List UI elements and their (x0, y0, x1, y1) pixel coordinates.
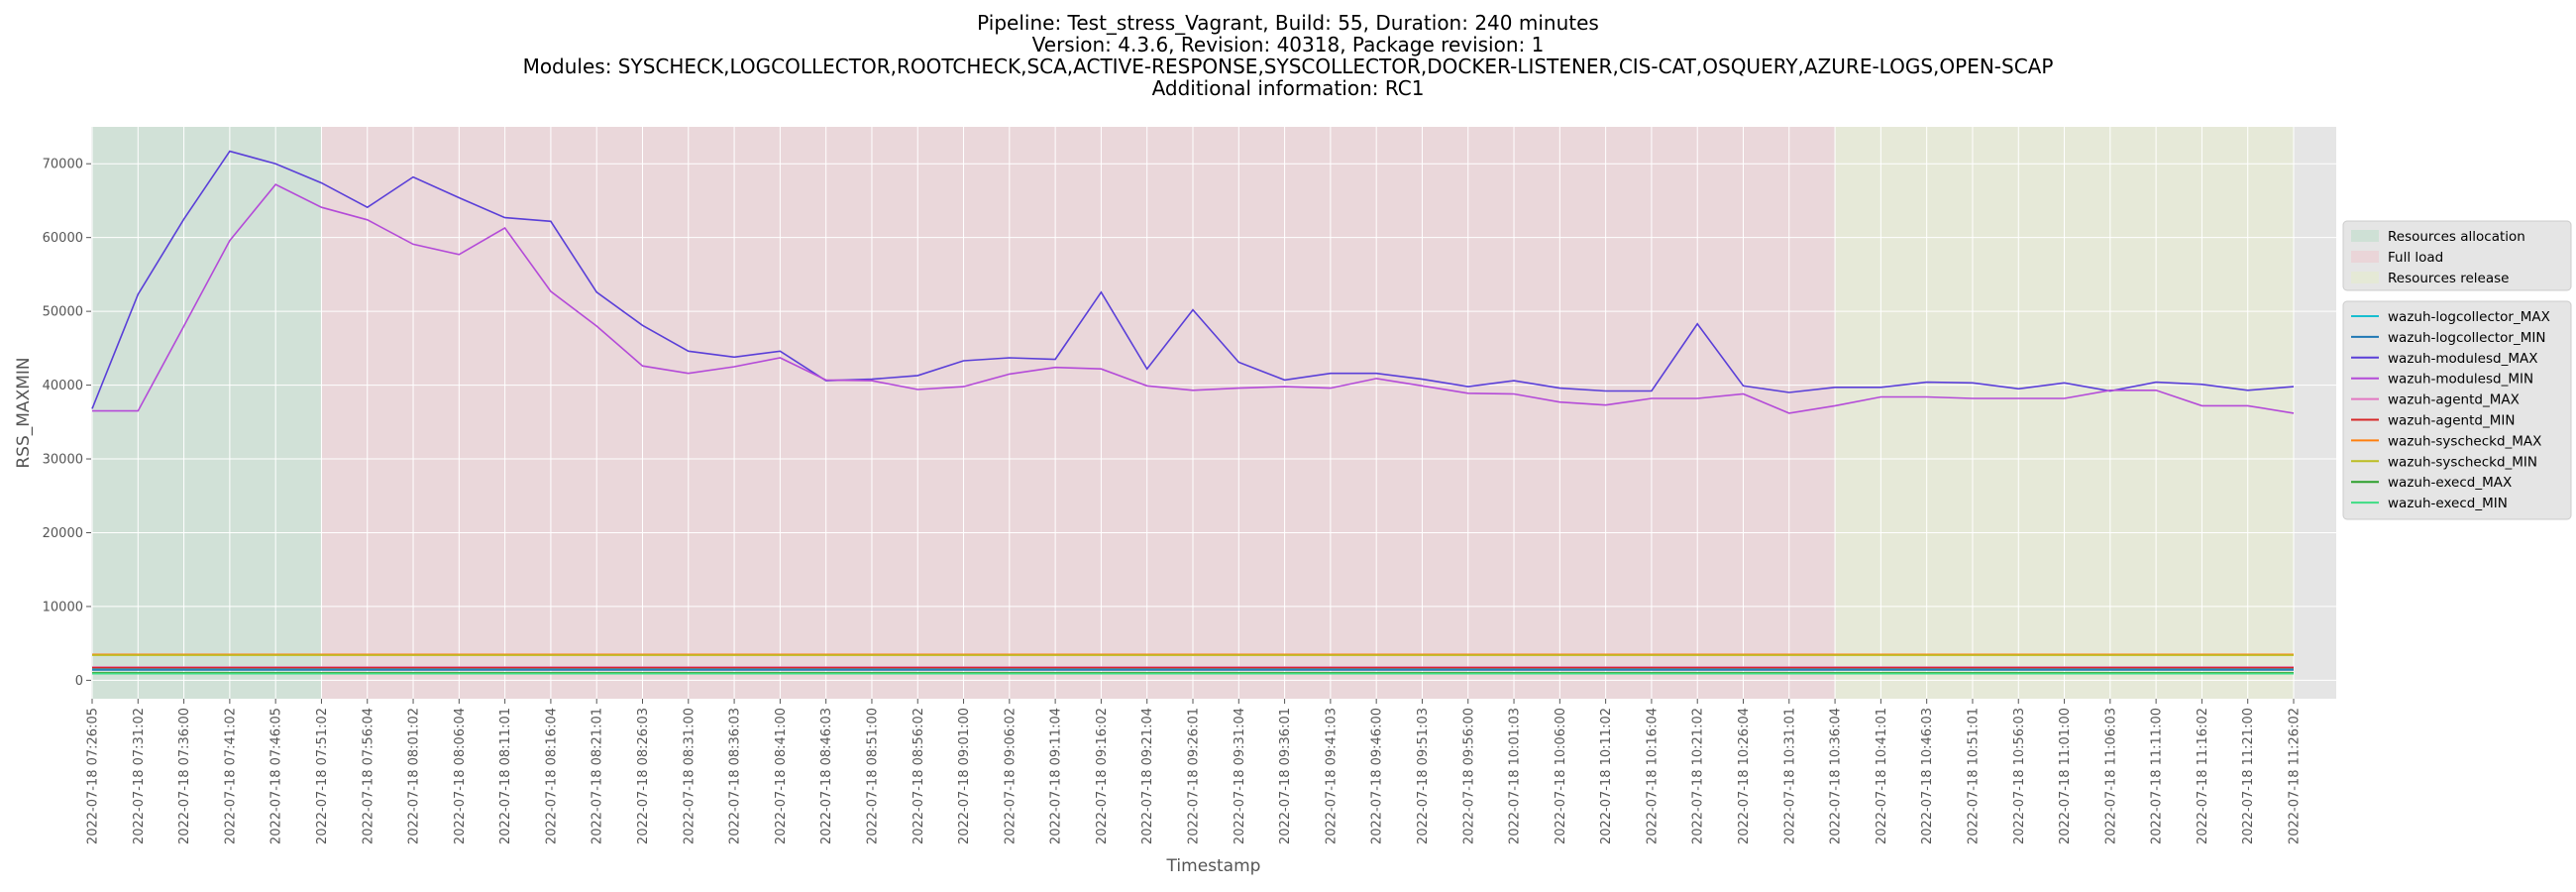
y-tick-label: 0 (75, 674, 83, 689)
y-tick-label: 20000 (43, 526, 83, 541)
legend-label: wazuh-modulesd_MIN (2388, 372, 2533, 388)
x-tick-label: 2022-07-18 10:31:01 (1782, 708, 1797, 844)
plot-area (91, 127, 2336, 699)
x-tick-label: 2022-07-18 08:21:01 (590, 708, 605, 844)
legend-label: wazuh-syscheckd_MAX (2388, 433, 2541, 449)
x-tick-label: 2022-07-18 08:11:01 (498, 708, 513, 844)
x-tick-label: 2022-07-18 08:36:03 (728, 708, 743, 844)
x-tick-label: 2022-07-18 07:31:02 (132, 708, 147, 844)
x-tick-label: 2022-07-18 07:51:02 (315, 708, 330, 844)
x-tick-label: 2022-07-18 09:26:01 (1187, 708, 1202, 844)
series-line (91, 150, 2295, 409)
chart-title-line: Additional information: RC1 (1152, 76, 1425, 100)
phase-band (92, 127, 322, 699)
x-tick-label: 2022-07-18 08:41:00 (774, 708, 789, 844)
y-tick-label: 60000 (43, 231, 83, 246)
x-tick-label: 2022-07-18 08:26:03 (636, 708, 651, 844)
legend-label: wazuh-execd_MAX (2388, 475, 2512, 491)
x-tick-label: 2022-07-18 08:31:00 (682, 708, 697, 844)
legend-label: wazuh-agentd_MAX (2388, 392, 2520, 408)
legend-label: Full load (2388, 250, 2443, 266)
grid (91, 127, 2336, 699)
legend-swatch (2351, 251, 2379, 263)
x-tick-label: 2022-07-18 09:46:00 (1370, 708, 1385, 844)
x-tick-label: 2022-07-18 10:06:00 (1554, 708, 1568, 844)
legend-label: Resources allocation (2388, 229, 2525, 245)
x-tick-label: 2022-07-18 09:41:03 (1324, 708, 1339, 844)
y-tick-label: 30000 (43, 453, 83, 468)
series-lines (91, 150, 2295, 675)
x-tick-label: 2022-07-18 10:51:01 (1966, 708, 1981, 844)
x-tick-label: 2022-07-18 10:11:02 (1599, 708, 1614, 844)
x-tick-label: 2022-07-18 08:51:00 (865, 708, 880, 844)
x-tick-label: 2022-07-18 10:16:04 (1645, 708, 1660, 844)
x-tick-label: 2022-07-18 09:01:00 (957, 708, 972, 844)
legend-swatch (2351, 230, 2379, 242)
legend-series: wazuh-logcollector_MAX wazuh-logcollector… (2342, 300, 2572, 520)
x-tick-label: 2022-07-18 10:56:03 (2012, 708, 2027, 844)
chart-title-line: Version: 4.3.6, Revision: 40318, Package… (1032, 33, 1545, 56)
legend-phases: Resources allocation Full load Resources r… (2342, 220, 2572, 291)
x-tick-label: 2022-07-18 10:46:03 (1920, 708, 1935, 844)
y-tick-label: 70000 (43, 158, 83, 172)
x-tick-label: 2022-07-18 07:41:02 (223, 708, 238, 844)
x-tick-label: 2022-07-18 11:21:00 (2241, 708, 2256, 844)
chart-title-line: Modules: SYSCHECK,LOGCOLLECTOR,ROOTCHECK… (523, 55, 2054, 78)
x-tick-label: 2022-07-18 10:21:02 (1691, 708, 1706, 844)
chart-title: Pipeline: Test_stress_Vagrant, Build: 55… (523, 11, 2054, 100)
x-tick-label: 2022-07-18 11:01:00 (2058, 708, 2073, 844)
x-tick-label: 2022-07-18 10:01:03 (1508, 708, 1523, 844)
legend-label: wazuh-syscheckd_MIN (2388, 454, 2537, 470)
x-axis-label: Timestamp (1166, 856, 1261, 876)
x-tick-label: 2022-07-18 11:26:02 (2288, 708, 2303, 844)
x-tick-label: 2022-07-18 09:16:02 (1095, 708, 1110, 844)
legend-swatch (2351, 272, 2379, 283)
y-tick-label: 40000 (43, 379, 83, 393)
x-tick-label: 2022-07-18 08:16:04 (544, 708, 559, 844)
chart-title-line: Pipeline: Test_stress_Vagrant, Build: 55… (977, 11, 1599, 35)
legend-box (2342, 220, 2572, 291)
y-tick-label: 10000 (43, 600, 83, 614)
legend-label: wazuh-logcollector_MIN (2388, 330, 2545, 346)
legend-box (2342, 300, 2572, 520)
x-tick-label: 2022-07-18 09:51:03 (1416, 708, 1431, 844)
legend-label: Resources release (2388, 271, 2509, 286)
legend-label: wazuh-execd_MIN (2388, 496, 2508, 511)
y-axis-label: RSS_MAXMIN (14, 357, 34, 468)
legend-label: wazuh-modulesd_MAX (2388, 351, 2537, 367)
x-tick-label: 2022-07-18 09:31:04 (1233, 708, 1247, 844)
x-tick-label: 2022-07-18 07:56:04 (361, 708, 376, 844)
x-tick-label: 2022-07-18 09:21:04 (1140, 708, 1155, 844)
x-tick-label: 2022-07-18 09:11:04 (1049, 708, 1064, 844)
legend-label: wazuh-logcollector_MAX (2388, 309, 2550, 325)
x-tick-label: 2022-07-18 07:46:05 (269, 708, 284, 844)
series-line (92, 183, 2295, 414)
x-tick-label: 2022-07-18 09:36:01 (1278, 708, 1293, 844)
phase-band (321, 127, 1836, 699)
x-tick-label: 2022-07-18 10:36:04 (1829, 708, 1844, 844)
y-axis: 0 10000 20000 30000 40000 50000 60000 70000 (43, 158, 91, 689)
x-tick-label: 2022-07-18 08:06:04 (453, 708, 468, 844)
x-tick-label: 2022-07-18 10:41:01 (1875, 708, 1889, 844)
x-tick-label: 2022-07-18 08:46:03 (819, 708, 834, 844)
x-tick-label: 2022-07-18 11:06:03 (2103, 708, 2118, 844)
y-tick-label: 50000 (43, 305, 83, 320)
x-tick-label: 2022-07-18 09:06:02 (1003, 708, 1018, 844)
x-tick-label: 2022-07-18 10:26:04 (1737, 708, 1752, 844)
x-tick-label: 2022-07-18 11:16:02 (2196, 708, 2210, 844)
x-tick-label: 2022-07-18 11:11:00 (2150, 708, 2165, 844)
x-axis: 2022-07-18 07:26:05 2022-07-18 07:31:02 20… (86, 699, 2303, 844)
x-tick-label: 2022-07-18 08:56:02 (912, 708, 926, 844)
x-tick-label: 2022-07-18 08:01:02 (407, 708, 422, 844)
x-tick-label: 2022-07-18 09:56:00 (1461, 708, 1476, 844)
x-tick-label: 2022-07-18 07:26:05 (86, 708, 101, 844)
legend-label: wazuh-agentd_MIN (2388, 413, 2515, 429)
x-tick-label: 2022-07-18 07:36:00 (177, 708, 192, 844)
